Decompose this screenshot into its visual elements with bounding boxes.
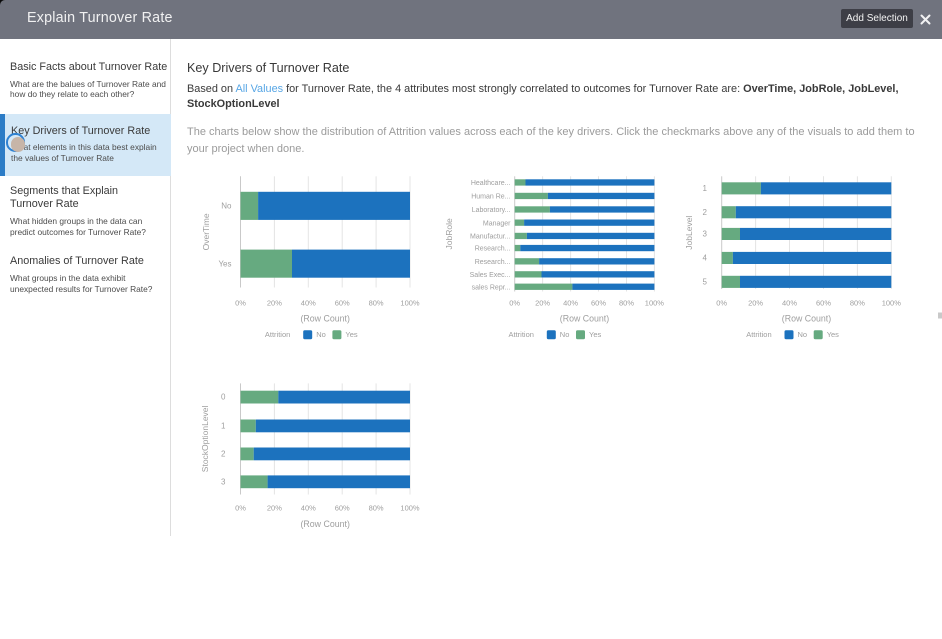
svg-text:Manufactur...: Manufactur... (470, 234, 511, 241)
svg-text:80%: 80% (369, 504, 384, 513)
svg-text:Attrition: Attrition (509, 330, 534, 339)
svg-text:sales Repr...: sales Repr... (472, 284, 511, 291)
svg-text:Laboratory...: Laboratory... (472, 207, 511, 214)
svg-text:Research...: Research... (475, 246, 511, 253)
svg-text:60%: 60% (591, 299, 606, 308)
svg-text:No: No (798, 330, 808, 339)
svg-text:40%: 40% (563, 299, 578, 308)
svg-text:No: No (560, 330, 570, 339)
svg-text:Human Re...: Human Re... (471, 194, 510, 201)
svg-text:20%: 20% (535, 299, 550, 308)
svg-text:Research...: Research... (475, 259, 511, 266)
svg-text:2: 2 (703, 208, 708, 217)
svg-text:2: 2 (221, 450, 226, 459)
svg-text:(Row Count): (Row Count) (560, 314, 609, 324)
svg-text:80%: 80% (850, 299, 865, 308)
svg-text:3: 3 (703, 230, 708, 239)
svg-text:Attrition: Attrition (265, 330, 290, 339)
svg-text:60%: 60% (335, 299, 350, 308)
svg-text:20%: 20% (267, 299, 282, 308)
svg-text:20%: 20% (267, 504, 282, 513)
svg-text:Yes: Yes (345, 330, 357, 339)
svg-text:60%: 60% (816, 299, 831, 308)
svg-text:4: 4 (703, 254, 708, 263)
svg-text:Attrition: Attrition (746, 330, 771, 339)
svg-text:100%: 100% (400, 299, 420, 308)
svg-text:JobLevel: JobLevel (684, 216, 694, 250)
svg-text:0%: 0% (235, 299, 246, 308)
svg-text:1: 1 (221, 422, 226, 431)
svg-text:StockOptionLevel: StockOptionLevel (200, 405, 210, 472)
svg-text:40%: 40% (782, 299, 797, 308)
svg-text:100%: 100% (882, 299, 902, 308)
svg-text:0%: 0% (716, 299, 727, 308)
svg-text:0: 0 (221, 393, 226, 402)
svg-text:JobRole: JobRole (444, 218, 454, 249)
svg-text:Sales Exec...: Sales Exec... (470, 272, 511, 279)
svg-text:Manager: Manager (483, 220, 511, 227)
svg-text:(Row Count): (Row Count) (782, 314, 831, 324)
svg-text:Yes: Yes (827, 330, 839, 339)
svg-text:80%: 80% (619, 299, 634, 308)
svg-text:60%: 60% (335, 504, 350, 513)
svg-text:5: 5 (703, 278, 708, 287)
svg-text:0%: 0% (235, 504, 246, 513)
svg-text:(Row Count): (Row Count) (301, 314, 350, 324)
svg-text:20%: 20% (748, 299, 763, 308)
svg-text:0%: 0% (509, 299, 520, 308)
svg-text:OverTime: OverTime (201, 213, 211, 250)
svg-text:80%: 80% (369, 299, 384, 308)
svg-text:3: 3 (221, 477, 226, 486)
svg-text:No: No (221, 201, 232, 210)
svg-text:No: No (316, 330, 326, 339)
svg-text:(Row Count): (Row Count) (301, 519, 350, 529)
svg-text:40%: 40% (301, 504, 316, 513)
svg-text:100%: 100% (645, 299, 665, 308)
svg-text:100%: 100% (400, 504, 420, 513)
svg-text:Yes: Yes (589, 330, 601, 339)
svg-text:1: 1 (703, 184, 708, 193)
svg-text:40%: 40% (301, 299, 316, 308)
svg-text:Healthcare...: Healthcare... (471, 180, 511, 187)
svg-text:Yes: Yes (218, 259, 231, 268)
